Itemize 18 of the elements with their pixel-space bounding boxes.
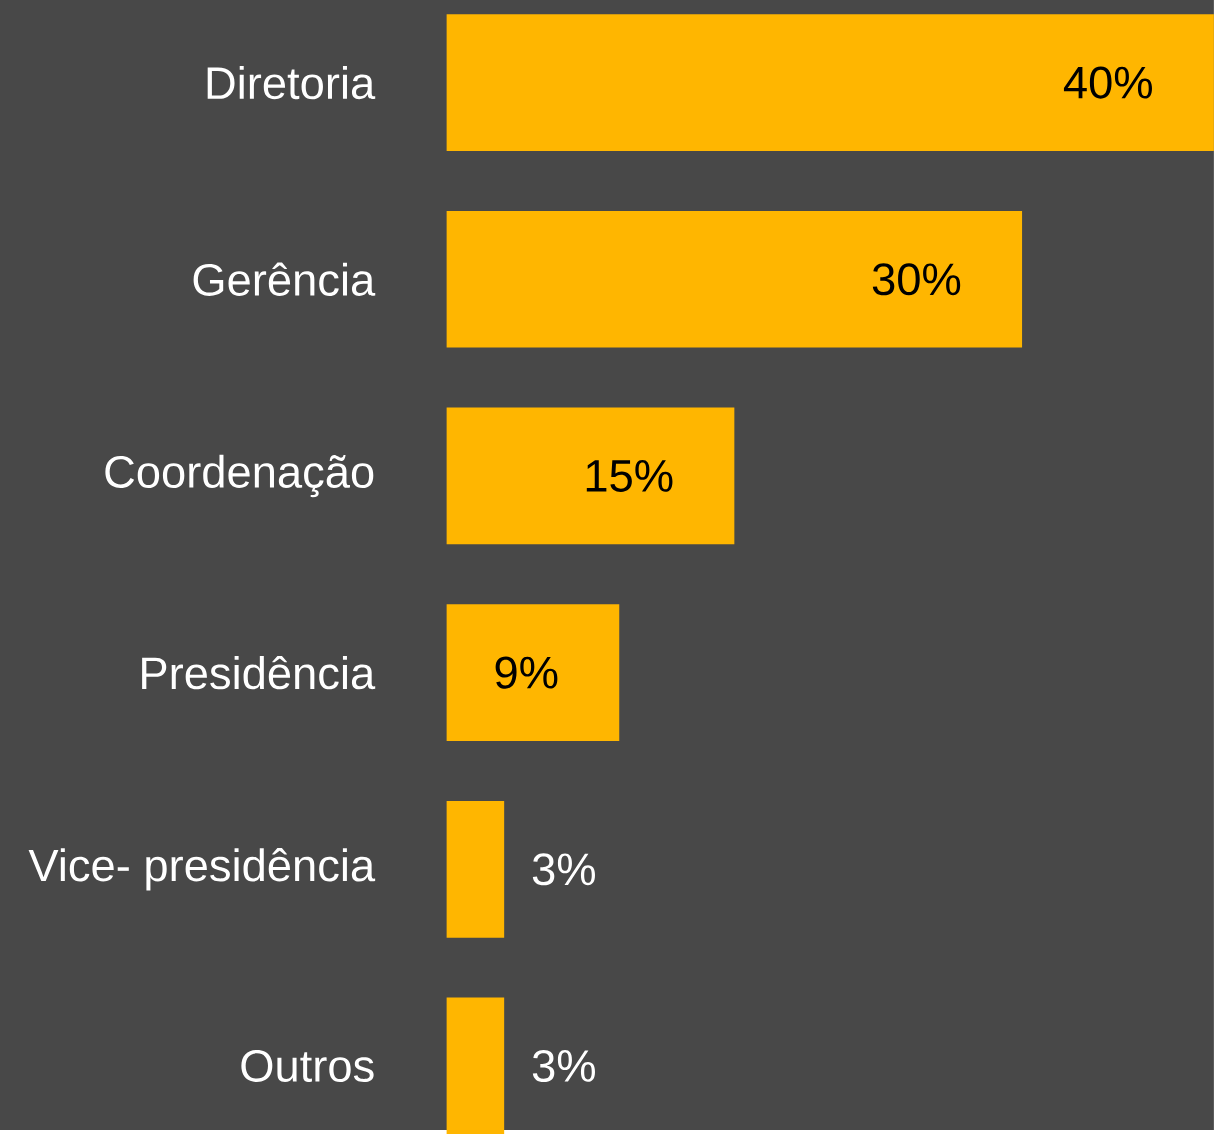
y-tick-label: Vice- presidência: [28, 847, 376, 891]
bar: [446, 14, 1214, 151]
y-tick-label: Outros: [241, 1049, 374, 1082]
bar: [446, 997, 505, 1134]
bar: [446, 210, 1023, 348]
data-label: 3%: [532, 1049, 595, 1082]
bar: [446, 407, 735, 545]
data-label: 9%: [495, 656, 558, 689]
data-label: 30%: [872, 263, 961, 296]
y-tick-label: Diretoria: [207, 65, 376, 100]
y-tick-label: Gerência: [193, 262, 376, 296]
y-tick-label: Presidência: [142, 655, 376, 690]
bar: [446, 800, 505, 938]
data-label: 3%: [532, 853, 595, 886]
data-label: 40%: [1063, 66, 1152, 99]
bar: [446, 604, 620, 741]
y-tick-label: Coordenação: [105, 454, 374, 498]
data-label: 15%: [586, 459, 673, 492]
